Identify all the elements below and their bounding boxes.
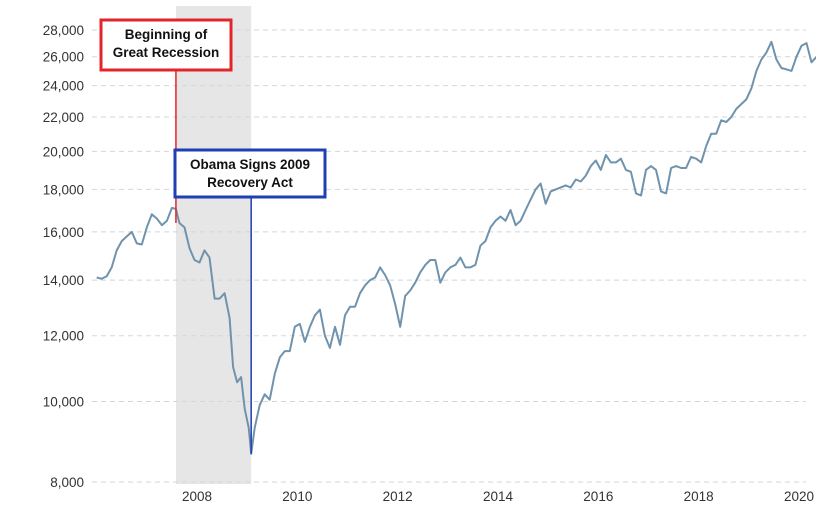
y-tick-label: 16,000 xyxy=(43,225,84,240)
annotation-box xyxy=(99,18,233,72)
y-tick-label: 8,000 xyxy=(50,475,84,490)
x-tick-label: 2016 xyxy=(583,489,613,504)
y-tick-label: 22,000 xyxy=(43,110,84,125)
x-tick-label: 2012 xyxy=(383,489,413,504)
annotation-text: Great Recession xyxy=(113,45,220,60)
x-axis-ticks: 2008 2010 2012 2014 2016 2018 2020 xyxy=(182,489,814,504)
y-tick-label: 10,000 xyxy=(43,394,84,409)
x-tick-label: 2010 xyxy=(282,489,312,504)
x-tick-label: 2008 xyxy=(182,489,212,504)
y-tick-label: 18,000 xyxy=(43,182,84,197)
annotation-text: Recovery Act xyxy=(207,175,293,190)
annotation-text: Beginning of xyxy=(125,27,208,42)
annotation-text: Obama Signs 2009 xyxy=(190,157,310,172)
recession-shading xyxy=(175,6,252,484)
y-axis-ticks: 8,000 10,000 12,000 14,000 16,000 18,000 20,00… xyxy=(43,23,84,490)
x-tick-label: 2020 xyxy=(784,489,814,504)
y-tick-label: 26,000 xyxy=(43,50,84,65)
x-tick-label: 2014 xyxy=(483,489,514,504)
x-tick-label: 2018 xyxy=(684,489,714,504)
y-tick-label: 20,000 xyxy=(43,144,84,159)
y-tick-label: 24,000 xyxy=(43,79,84,94)
data-series-line xyxy=(96,40,816,455)
annotation-box xyxy=(173,148,327,199)
annotations: Beginning of Great Recession Obama Signs 2… xyxy=(99,18,327,454)
annotation-recovery-act: Obama Signs 2009 Recovery Act xyxy=(173,148,327,454)
y-tick-label: 14,000 xyxy=(43,273,84,288)
y-tick-label: 28,000 xyxy=(43,23,84,38)
y-tick-label: 12,000 xyxy=(43,329,84,344)
annotation-great-recession: Beginning of Great Recession xyxy=(99,18,233,224)
